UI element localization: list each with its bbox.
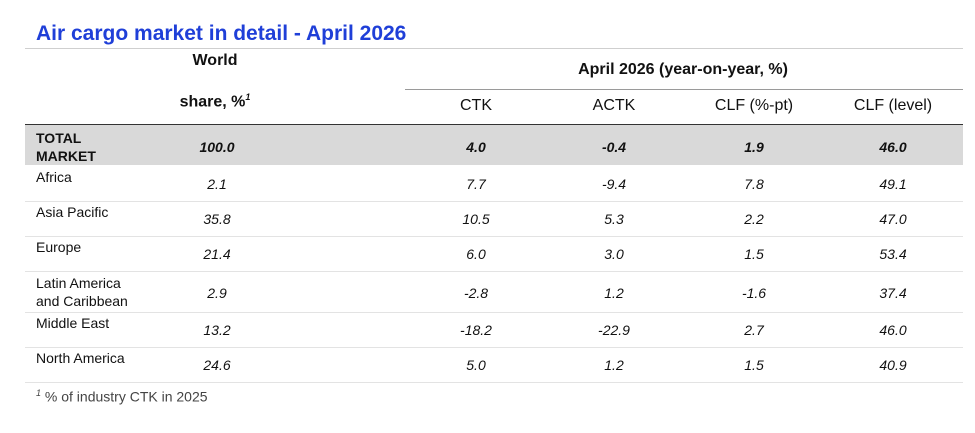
- region-label: Middle East: [36, 314, 109, 332]
- ctk-cell: 10.5: [462, 211, 490, 227]
- clf-level-cell: 40.9: [879, 357, 907, 373]
- clf-level-cell: 37.4: [879, 285, 907, 301]
- region-label: Africa: [36, 168, 72, 186]
- ctk-cell: 6.0: [466, 246, 486, 262]
- header-top-rule: [25, 48, 963, 49]
- actk-cell: -9.4: [601, 176, 627, 192]
- actk-cell: 5.3: [604, 211, 624, 227]
- region-label-line1: Asia Pacific: [36, 204, 109, 220]
- region-label-line1: TOTAL: [36, 130, 82, 146]
- clf-pt-cell: 1.5: [744, 246, 764, 262]
- world-share-cell: 2.1: [207, 176, 227, 192]
- actk-cell: 1.2: [604, 357, 624, 373]
- region-label-line1: Europe: [36, 239, 82, 255]
- footnote-marker: 1: [36, 388, 42, 398]
- row-divider: [25, 201, 963, 202]
- row-divider: [25, 347, 963, 348]
- world-share-cell: 35.8: [203, 211, 231, 227]
- period-group-header: April 2026 (year-on-year, %): [578, 61, 788, 78]
- ctk-cell: 4.0: [466, 139, 486, 155]
- column-header-actk: ACTK: [592, 97, 636, 114]
- footnote: 1 % of industry CTK in 2025: [36, 388, 208, 405]
- actk-cell: 1.2: [604, 285, 624, 301]
- world-share-cell: 13.2: [203, 322, 231, 338]
- clf-pt-cell: -1.6: [741, 285, 767, 301]
- total-row-highlight: [25, 125, 963, 165]
- actk-cell: 3.0: [604, 246, 624, 262]
- actk-cell: -0.4: [601, 139, 627, 155]
- world-share-cell: 2.9: [207, 285, 227, 301]
- ctk-cell: -18.2: [460, 322, 492, 338]
- region-label: TOTAL MARKET: [36, 129, 96, 165]
- column-header-clf-pt: CLF (%-pt): [714, 97, 794, 114]
- world-share-cell: 100.0: [199, 139, 235, 155]
- row-divider: [25, 382, 963, 383]
- clf-pt-cell: 7.8: [744, 176, 764, 192]
- region-label-line1: Middle East: [36, 315, 110, 331]
- region-label: Europe: [36, 238, 81, 256]
- row-divider: [25, 312, 963, 313]
- clf-level-cell: 46.0: [879, 322, 907, 338]
- footnote-text: % of industry CTK in 2025: [41, 388, 208, 405]
- page-title: Air cargo market in detail - April 2026: [36, 22, 407, 45]
- region-label: North America: [36, 349, 125, 367]
- world-share-header-text: share, %: [179, 93, 246, 111]
- world-share-cell: 24.6: [203, 357, 231, 373]
- region-label: Latin America and Caribbean: [36, 274, 128, 310]
- ctk-cell: 5.0: [466, 357, 486, 373]
- clf-level-cell: 49.1: [879, 176, 907, 192]
- clf-pt-cell: 2.2: [744, 211, 764, 227]
- region-label-line1: Africa: [36, 169, 72, 185]
- world-share-cell: 21.4: [203, 246, 231, 262]
- clf-level-cell: 46.0: [879, 139, 907, 155]
- column-header-ctk: CTK: [460, 97, 492, 114]
- region-label-line1: Latin America: [36, 275, 121, 291]
- row-divider: [25, 271, 963, 272]
- region-label-line2: MARKET: [36, 148, 96, 164]
- world-share-header-line2: share, %1: [180, 92, 251, 111]
- clf-pt-cell: 2.7: [744, 322, 764, 338]
- region-label-line1: North America: [36, 350, 125, 366]
- actk-cell: -22.9: [598, 322, 630, 338]
- row-divider: [25, 236, 963, 237]
- clf-level-cell: 53.4: [879, 246, 907, 262]
- clf-level-cell: 47.0: [879, 211, 907, 227]
- ctk-cell: 7.7: [466, 176, 486, 192]
- ctk-cell: -2.8: [463, 285, 489, 301]
- world-share-header-line1: World: [192, 52, 238, 69]
- group-header-rule: [405, 89, 963, 90]
- clf-pt-cell: 1.5: [744, 357, 764, 373]
- region-label: Asia Pacific: [36, 203, 108, 221]
- column-header-clf-level: CLF (level): [853, 97, 933, 114]
- clf-pt-cell: 1.9: [744, 139, 764, 155]
- region-label-line2: and Caribbean: [36, 293, 128, 309]
- world-share-footnote-marker: 1: [245, 92, 251, 102]
